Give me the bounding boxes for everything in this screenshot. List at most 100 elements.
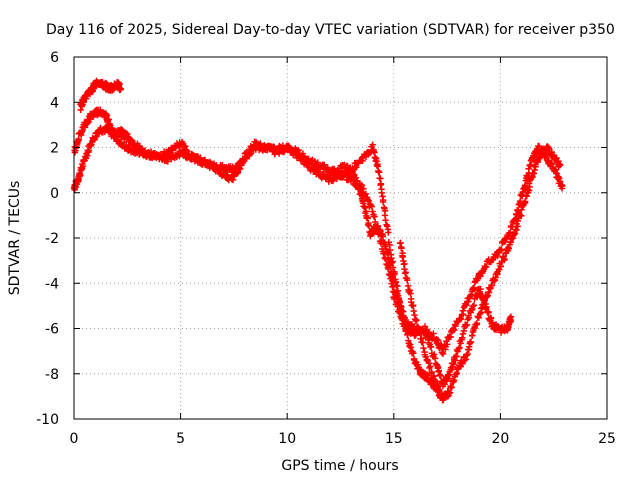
data-point [467,338,475,346]
data-point [386,246,394,254]
data-point [431,351,438,358]
y-tick-label: -10 [36,412,59,428]
plot-frame [73,56,608,420]
y-tick-label: -4 [45,276,59,292]
x-axis-label: GPS time / hours [281,458,398,474]
data-point [513,226,520,234]
y-tick-label: 0 [50,186,59,202]
data-point [365,222,373,230]
data-point [419,339,427,346]
data-point [477,285,484,293]
data-point [163,152,170,159]
data-point [389,264,397,271]
data-point [497,263,504,270]
x-tick-label: 0 [70,431,79,447]
data-point [379,196,387,204]
data-point [183,147,190,154]
data-point [427,343,435,351]
data-point [398,244,405,251]
data-point [526,183,533,191]
data-point [514,223,521,230]
data-point [414,323,422,330]
axis-ticks: 0 5 10 15 20 25 -10 -8 -6 -4 -2 0 2 4 6 [36,50,616,447]
data-point [456,344,463,351]
data-point [534,158,542,166]
data-point [478,305,485,312]
data-point [126,142,133,149]
data-point [459,330,467,338]
data-point [446,389,454,396]
data-point [88,141,95,148]
data-point [390,271,397,279]
data-point [556,161,564,169]
x-tick-label: 5 [176,431,185,447]
data-point [457,340,464,347]
data-point [509,234,517,242]
data-point [470,284,478,291]
data-point [538,152,545,159]
data-point [510,231,517,239]
data-point [428,368,435,376]
data-point [514,207,522,215]
data-point [410,349,417,357]
data-point [469,303,476,310]
data-point [291,147,299,155]
data-point [470,302,478,309]
data-point [473,319,481,327]
data-point [397,239,404,247]
data-point [439,350,447,358]
data-point [382,217,389,224]
series-track-d [337,141,564,404]
data-point [530,170,538,177]
data-point [451,326,458,334]
data-point [487,315,495,322]
data-point [376,169,383,176]
data-point [385,229,392,236]
data-points [70,77,566,404]
data-point [501,255,508,263]
data-point [229,176,237,184]
data-point [361,204,369,211]
data-point [455,345,462,352]
data-point [105,116,113,123]
data-point [257,140,264,147]
y-tick-label: 2 [50,141,59,157]
data-point [404,331,412,338]
data-point [396,298,403,305]
data-point [369,208,376,215]
data-point [420,344,427,352]
x-tick-label: 15 [385,431,403,447]
y-tick-label: -2 [45,231,59,247]
data-point [353,164,360,171]
series-track-e [396,239,445,401]
data-point [234,170,241,177]
data-point [426,364,433,372]
data-point [453,353,460,360]
data-point [365,197,373,205]
data-point [378,189,385,197]
data-point [437,394,445,401]
data-point [437,372,444,380]
data-point [427,363,434,370]
data-point [463,321,471,329]
series-track-c [77,77,124,114]
data-point [416,329,423,337]
data-point [521,182,529,189]
data-point [402,321,409,329]
data-point [377,180,385,187]
data-point [371,213,378,220]
data-point [138,146,145,153]
data-point [523,193,530,200]
data-point [459,311,467,318]
data-point [197,154,204,161]
data-point [507,316,514,324]
data-point [448,384,455,391]
data-point [444,341,451,348]
data-point [485,308,492,316]
data-point [210,160,218,167]
data-point [364,215,371,222]
y-axis-label: SDTVAR / TECUs [7,181,23,296]
grid-lines [74,57,607,419]
data-point [430,373,438,380]
data-point [324,164,331,171]
